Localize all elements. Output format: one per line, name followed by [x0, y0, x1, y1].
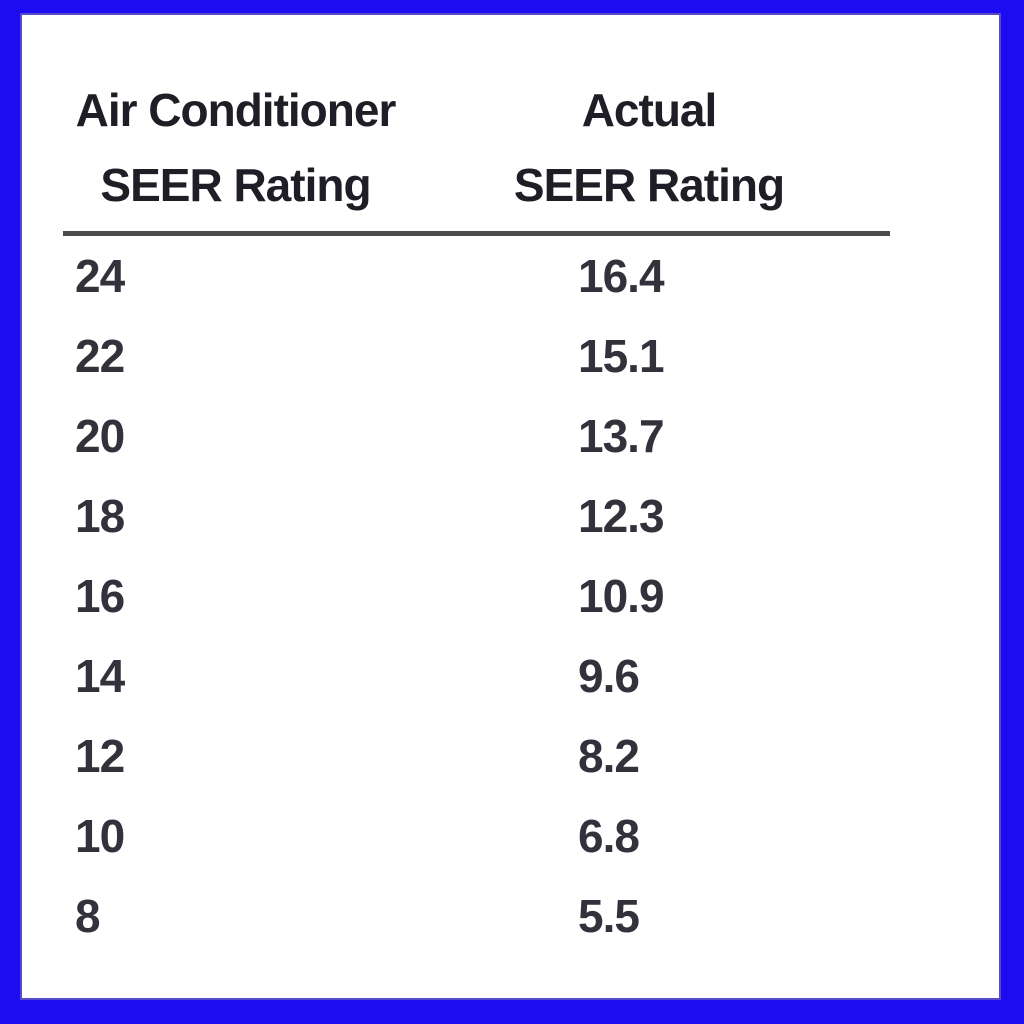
header-line: SEER Rating	[513, 159, 785, 211]
header-rule	[63, 231, 890, 236]
actual-seer-value: 9.6	[578, 650, 640, 702]
table-panel: Air Conditioner SEER Rating Actual SEER …	[20, 13, 1001, 1000]
actual-seer-value: 16.4	[578, 250, 665, 302]
header-line: Air Conditioner	[75, 84, 397, 136]
seer-rating-table: Air Conditioner SEER Rating Actual SEER …	[63, 73, 890, 956]
seer-rating-value: 10	[75, 810, 125, 862]
table-row: 20 13.7	[63, 396, 890, 476]
column-header-actual-seer-rating: Actual SEER Rating	[408, 73, 890, 223]
actual-seer-value: 15.1	[578, 330, 665, 382]
table-row: 8 5.5	[63, 876, 890, 956]
table-row: 22 15.1	[63, 316, 890, 396]
table-row: 10 6.8	[63, 796, 890, 876]
actual-seer-value: 13.7	[578, 410, 665, 462]
seer-rating-value: 14	[75, 650, 125, 702]
seer-rating-value: 22	[75, 330, 125, 382]
actual-seer-value: 12.3	[578, 490, 665, 542]
table-header-row: Air Conditioner SEER Rating Actual SEER …	[63, 73, 890, 223]
seer-rating-value: 24	[75, 250, 125, 302]
actual-seer-value: 8.2	[578, 730, 640, 782]
seer-rating-value: 20	[75, 410, 125, 462]
column-header-ac-seer-rating: Air Conditioner SEER Rating	[63, 73, 408, 223]
table-row: 24 16.4	[63, 236, 890, 316]
seer-rating-value: 8	[75, 890, 101, 942]
table-row: 12 8.2	[63, 716, 890, 796]
seer-rating-value: 18	[75, 490, 125, 542]
actual-seer-value: 10.9	[578, 570, 665, 622]
table-row: 14 9.6	[63, 636, 890, 716]
seer-rating-value: 16	[75, 570, 125, 622]
actual-seer-value: 6.8	[578, 810, 640, 862]
table-row: 16 10.9	[63, 556, 890, 636]
header-line: Actual	[581, 84, 718, 136]
header-line: SEER Rating	[100, 159, 371, 211]
table-row: 18 12.3	[63, 476, 890, 556]
seer-rating-value: 12	[75, 730, 125, 782]
actual-seer-value: 5.5	[578, 890, 640, 942]
